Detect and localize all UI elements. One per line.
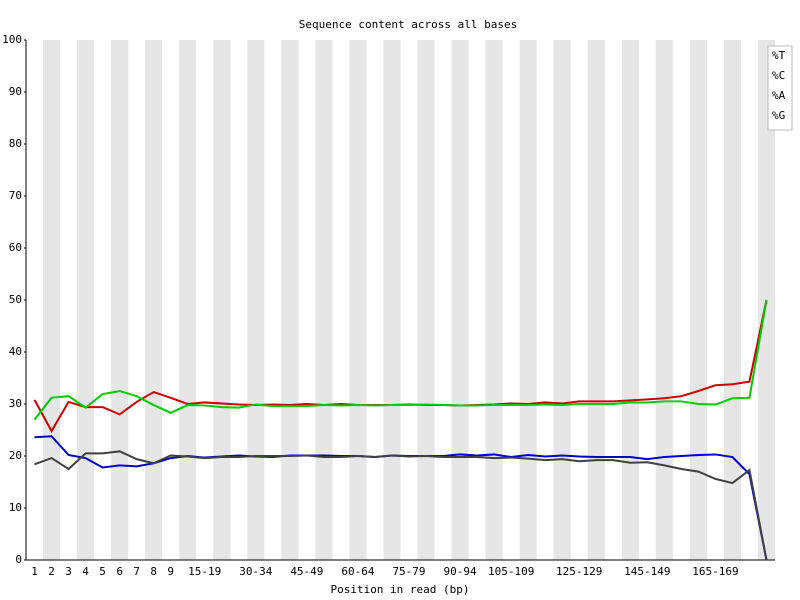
stripe [621,40,639,560]
x-tick-label: 3 [65,565,72,578]
chart-title: Sequence content across all bases [299,18,518,31]
stripe [349,40,367,560]
x-tick-label: 125-129 [556,565,602,578]
y-tick-label: 100 [2,33,22,46]
stripe [723,40,741,560]
x-tick-label: 45-49 [290,565,323,578]
y-tick-label: 30 [9,397,22,410]
x-tick-label: 105-109 [488,565,534,578]
x-tick-label: 30-34 [239,565,272,578]
x-tick-label: 5 [99,565,106,578]
y-tick-label: 90 [9,85,22,98]
series-line [34,450,768,561]
x-tick-label: 4 [82,565,89,578]
x-tick-label: 6 [116,565,123,578]
y-tick-label: 60 [9,241,22,254]
stripe [485,40,503,560]
x-tick-label: 90-94 [444,565,477,578]
stripe [553,40,571,560]
x-axis-label: Position in read (bp) [330,583,469,596]
legend-label: %G [772,109,785,122]
y-tick-label: 20 [9,449,22,462]
stripe [417,40,435,560]
stripe [247,40,265,560]
y-tick-label: 0 [15,553,22,566]
x-tick-label: 165-169 [692,565,738,578]
y-tick-label: 10 [9,501,22,514]
y-tick-label: 80 [9,137,22,150]
stripe [145,40,163,560]
x-tick-label: 7 [133,565,140,578]
stripe [655,40,673,560]
x-tick-label: 15-19 [188,565,221,578]
stripe [281,40,299,560]
stripe [111,40,129,560]
stripe [383,40,401,560]
x-tick-label: 8 [150,565,157,578]
legend-label: %T [772,49,786,62]
series-line [33,299,768,421]
x-tick-label: 2 [48,565,55,578]
x-tick-label: 60-64 [341,565,374,578]
legend-label: %A [772,89,786,102]
stripe [315,40,333,560]
stripe [179,40,197,560]
stripe [43,40,61,560]
stripe [77,40,95,560]
x-tick-label: 1 [31,565,38,578]
stripe [587,40,605,560]
x-tick-label: 145-149 [624,565,670,578]
y-tick-label: 50 [9,293,22,306]
x-tick-label: 9 [167,565,174,578]
stripe [519,40,537,560]
legend-label: %C [772,69,785,82]
y-tick-label: 70 [9,189,22,202]
x-tick-label: 75-79 [392,565,425,578]
stripe [213,40,231,560]
stripe [689,40,707,560]
legend-box [767,45,793,131]
y-tick-label: 40 [9,345,22,358]
stripe [451,40,469,560]
